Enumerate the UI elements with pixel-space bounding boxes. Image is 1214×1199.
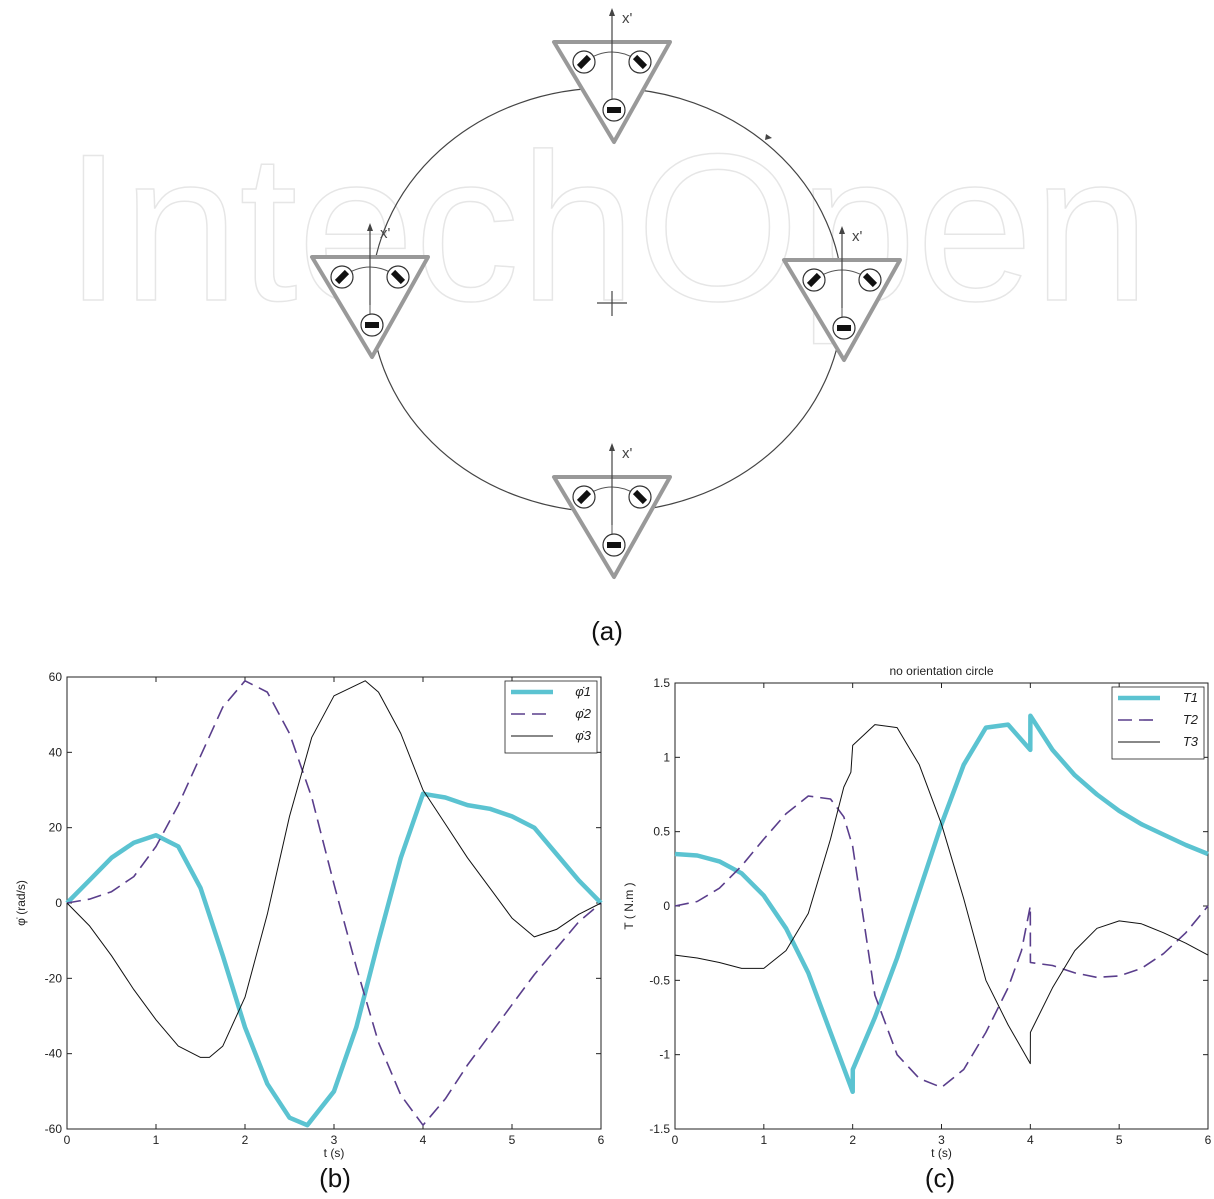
robot-top: x' <box>552 8 672 144</box>
series-line-2 <box>66 680 602 1126</box>
robot-right: x' <box>782 226 902 362</box>
center-marker <box>597 291 627 316</box>
x-tick-label: 2 <box>242 1133 249 1147</box>
x-tick-label: 6 <box>598 1133 605 1147</box>
direction-arrow-icon <box>765 134 772 140</box>
caption-c: (c) <box>925 1163 955 1193</box>
series-line-3 <box>674 724 1209 1065</box>
caption-a: (a) <box>591 616 623 646</box>
legend: φ̇1 φ̇2 φ̇3 <box>504 680 598 754</box>
y-tick-label: 1.5 <box>653 676 670 690</box>
x-tick-label: 5 <box>1116 1133 1123 1147</box>
y-axis-label: φ̇ (rad/s) <box>14 880 28 926</box>
chart-c-torques: 0 1 2 3 4 5 6 -1.5 -1 -0.5 0 0.5 1 1.5 t (s) T ( N.m ) n… <box>622 664 1212 1160</box>
y-tick-label: -20 <box>45 971 63 985</box>
legend-entry: T3 <box>1183 734 1199 749</box>
x-tick-label: 1 <box>153 1133 160 1147</box>
chart-b-wheel-speeds: 0 1 2 3 4 5 6 -60 -40 -20 0 20 40 60 t (s) φ̇ (rad/s) φ̇… <box>14 670 605 1160</box>
x-tick-label: 0 <box>64 1133 71 1147</box>
y-axis-label: T ( N.m ) <box>622 882 636 929</box>
legend-entry: φ̇1 <box>575 684 591 699</box>
axis-label: x' <box>622 445 633 462</box>
y-tick-label: 0.5 <box>653 825 670 839</box>
y-tick-label: 0 <box>663 899 670 913</box>
y-tick-label: -1.5 <box>649 1122 670 1136</box>
x-axis-label: t (s) <box>931 1146 952 1160</box>
axis-label: x' <box>380 225 391 242</box>
x-tick-label: 3 <box>938 1133 945 1147</box>
y-tick-label: 60 <box>49 670 63 684</box>
x-tick-label: 3 <box>331 1133 338 1147</box>
series-line-1 <box>65 791 603 1128</box>
x-tick-label: 4 <box>1027 1133 1034 1147</box>
y-tick-label: -60 <box>45 1122 63 1136</box>
axis-label: x' <box>852 228 863 245</box>
x-tick-label: 0 <box>672 1133 679 1147</box>
x-tick-label: 5 <box>509 1133 516 1147</box>
x-tick-label: 2 <box>849 1133 856 1147</box>
series-line-3 <box>66 680 602 1058</box>
legend: T1 T2 T3 <box>1111 686 1205 760</box>
legend-entry: T2 <box>1183 712 1199 727</box>
robot-left: x' <box>310 223 430 359</box>
chart-title: no orientation circle <box>889 664 993 678</box>
y-tick-label: 40 <box>49 745 63 759</box>
y-tick-label: 1 <box>663 750 670 764</box>
legend-entry: φ̇3 <box>575 728 591 743</box>
legend-entry: φ̇2 <box>575 706 591 721</box>
axis-label: x' <box>622 10 633 27</box>
x-tick-label: 4 <box>420 1133 427 1147</box>
y-tick-label: -0.5 <box>649 973 670 987</box>
y-tick-label: -40 <box>45 1047 63 1061</box>
y-tick-label: 20 <box>49 821 63 835</box>
trajectory-diagram: x' x' x' x' <box>310 8 902 579</box>
caption-b: (b) <box>319 1163 351 1193</box>
watermark: IntechOpen <box>64 110 1150 345</box>
y-tick-label: -1 <box>659 1048 670 1062</box>
x-axis-label: t (s) <box>324 1146 345 1160</box>
series-line-2 <box>674 795 1209 1089</box>
x-tick-label: 6 <box>1205 1133 1212 1147</box>
x-tick-label: 1 <box>760 1133 767 1147</box>
legend-entry: T1 <box>1183 690 1198 705</box>
y-tick-label: 0 <box>55 896 62 910</box>
robot-bottom: x' <box>552 443 672 579</box>
